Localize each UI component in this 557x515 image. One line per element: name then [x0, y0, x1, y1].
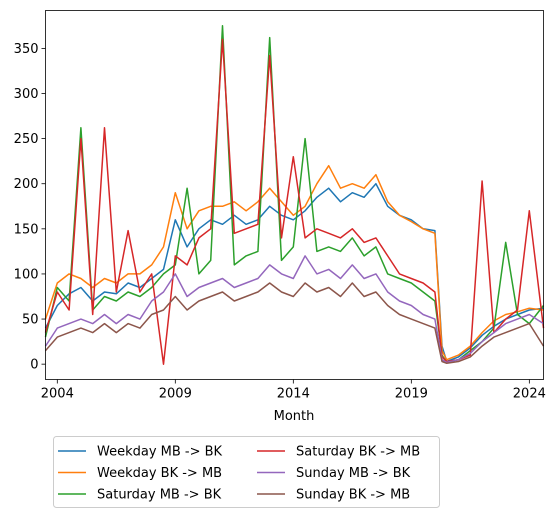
y-tick-label: 0 — [30, 358, 38, 373]
series-line-6 — [44, 282, 545, 365]
legend: Weekday MB -> BK Weekday BK -> MB Saturday… — [53, 436, 440, 508]
y-tick-label: 150 — [14, 222, 39, 237]
y-tick-label: 250 — [14, 132, 39, 147]
y-tick-label: 200 — [14, 177, 39, 192]
plot-series-group — [44, 25, 545, 365]
series-line-2 — [44, 164, 544, 361]
series-line-4 — [44, 38, 545, 365]
series-line-5 — [44, 255, 544, 364]
legend-label-6: Sunday BK -> MB — [296, 488, 410, 503]
legend-label-2: Weekday BK -> MB — [97, 466, 222, 481]
x-axis: 2004 2009 2014 2019 2024 — [41, 379, 546, 402]
x-tick-label: 2014 — [277, 387, 310, 402]
legend-label-3: Saturday MB -> BK — [97, 488, 222, 503]
plot-frame — [45, 10, 544, 380]
x-tick-label: 2004 — [41, 387, 74, 402]
legend-box — [53, 436, 440, 508]
series-line-3 — [44, 25, 545, 364]
x-axis-label: Month — [274, 409, 315, 424]
y-tick-label: 350 — [14, 42, 39, 57]
legend-label-4: Saturday BK -> MB — [296, 445, 420, 460]
legend-label-5: Sunday MB -> BK — [296, 466, 411, 481]
y-tick-label: 100 — [14, 267, 39, 282]
legend-label-1: Weekday MB -> BK — [97, 445, 223, 460]
y-axis: 0 50 100 150 200 250 300 350 — [14, 42, 46, 373]
x-tick-label: 2009 — [159, 387, 192, 402]
y-tick-label: 50 — [22, 313, 39, 328]
y-tick-label: 300 — [14, 87, 39, 102]
x-tick-label: 2019 — [395, 387, 428, 402]
x-tick-label: 2024 — [513, 387, 546, 402]
series-line-1 — [44, 182, 544, 363]
